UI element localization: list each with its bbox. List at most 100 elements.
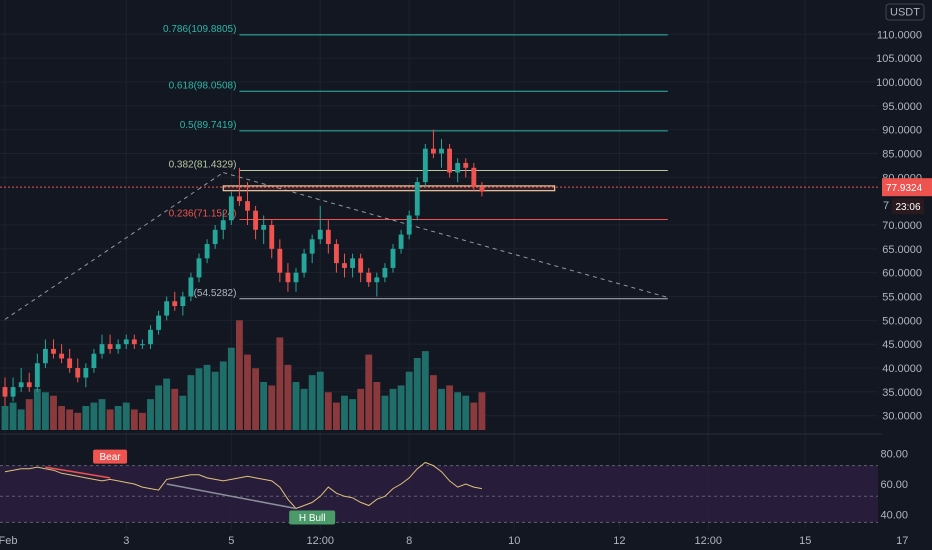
volume-bar [292,382,300,430]
candle-body [301,253,307,273]
trendlines[interactable] [0,172,878,320]
volume-bar [211,371,219,430]
axis-background [882,0,932,550]
rsi-indicator: Bear H Bull [4,449,482,525]
volume-bar [260,382,268,430]
bear-badge [93,449,128,464]
volume-bar [357,388,365,430]
volume-bar [179,395,187,430]
candle-body [317,229,323,240]
candle-body [261,225,267,230]
volume-bar [9,402,17,430]
volume-bar [365,354,373,430]
candle-body [131,339,137,345]
price-tick-label: 95.0000 [882,101,922,113]
candle-body [91,353,97,369]
currency-label: USDT [890,7,920,19]
time-tick-label: 12:00 [306,535,334,547]
volume-bar [1,406,9,430]
volume-bar [284,364,292,430]
time-tick-label: 17 [896,535,908,547]
price-axis[interactable]: 110.0000 105.0000 100.0000 95.0000 90.0000 85… [876,0,932,550]
volume-bar [82,406,90,430]
price-tick-label: 110.0000 [877,29,922,41]
countdown-value: 23:06 [895,202,920,213]
candle-body [358,258,364,273]
volume-bar [373,382,381,430]
price-tick-label: 85.0000 [882,148,922,160]
candle-body [422,148,428,183]
volume-bar [454,392,462,430]
candle-body [2,387,8,397]
volume-bar [324,392,332,430]
volume-bar [106,409,114,430]
partial-price-label: 7 [883,200,889,212]
fib-level-label: 0.618(98.0508) [169,80,237,91]
volume-bars [1,320,486,430]
last-price-value: 77.9324 [886,183,923,194]
candle-body [350,258,356,268]
volume-bar [187,375,195,430]
volume-bar [147,399,154,430]
volume-bar [171,388,179,430]
candle-body [245,201,250,211]
candle-body [164,301,170,316]
time-tick-label: Feb [0,535,17,547]
volume-bar [300,388,308,430]
time-tick-label: 5 [228,535,234,547]
candle-body [430,148,436,154]
candle-body [269,225,275,249]
last-price-tag [882,178,932,197]
candle-body [447,148,453,173]
candle-body [414,182,420,216]
candle-body [439,148,444,154]
candle-body [67,358,73,369]
volume-bar [405,371,413,430]
candle-body [471,167,477,187]
volume-bar [381,395,389,430]
time-axis[interactable]: Feb 3 5 12:00 8 10 12 12:00 15 17 [0,535,908,547]
candle-body [107,344,113,349]
candlesticks [2,129,485,407]
volume-bar [122,402,130,430]
time-tick-label: 15 [799,535,811,547]
candle-body [309,239,315,254]
price-tick-label: 70.0000 [882,220,922,232]
volume-bar [341,395,348,430]
candle-body [228,196,234,221]
volume-bar [421,351,429,430]
fibonacci-retracement[interactable]: 0.786(109.8805) 0.618(98.0508) 0.5(89.7419… [163,24,668,300]
price-tick-label: 55.0000 [882,292,922,304]
candle-body [293,272,299,283]
volume-bar [446,385,454,430]
time-tick-label: 3 [123,535,129,547]
countdown-tag [892,198,924,215]
candle-body [204,244,210,259]
volume-bar [332,402,340,430]
price-tick-label: 45.0000 [882,339,922,351]
candle-body [51,348,56,354]
trendline [4,172,224,320]
rsi-pane [0,465,878,523]
rsi-tick-label: 40.00 [880,510,908,522]
candle-body [188,277,194,297]
time-tick-label: 10 [508,535,520,547]
price-tick-label: 65.0000 [882,244,922,256]
candle-body [139,344,145,346]
volume-bar [252,368,260,430]
volume-bar [429,375,437,430]
candle-body [212,229,218,245]
divergence-line [45,466,111,479]
candle-body [285,272,291,283]
price-tick-label: 40.0000 [882,363,922,375]
bear-badge-label: Bear [100,452,122,463]
price-tick-label: 105.0000 [876,53,922,65]
candle-body [10,387,16,397]
candle-body [342,263,347,268]
volume-bar [470,402,478,430]
volume-bar [74,412,82,430]
candle-body [42,348,48,364]
price-tick-label: 100.0000 [876,77,922,89]
candle-body [277,248,283,273]
